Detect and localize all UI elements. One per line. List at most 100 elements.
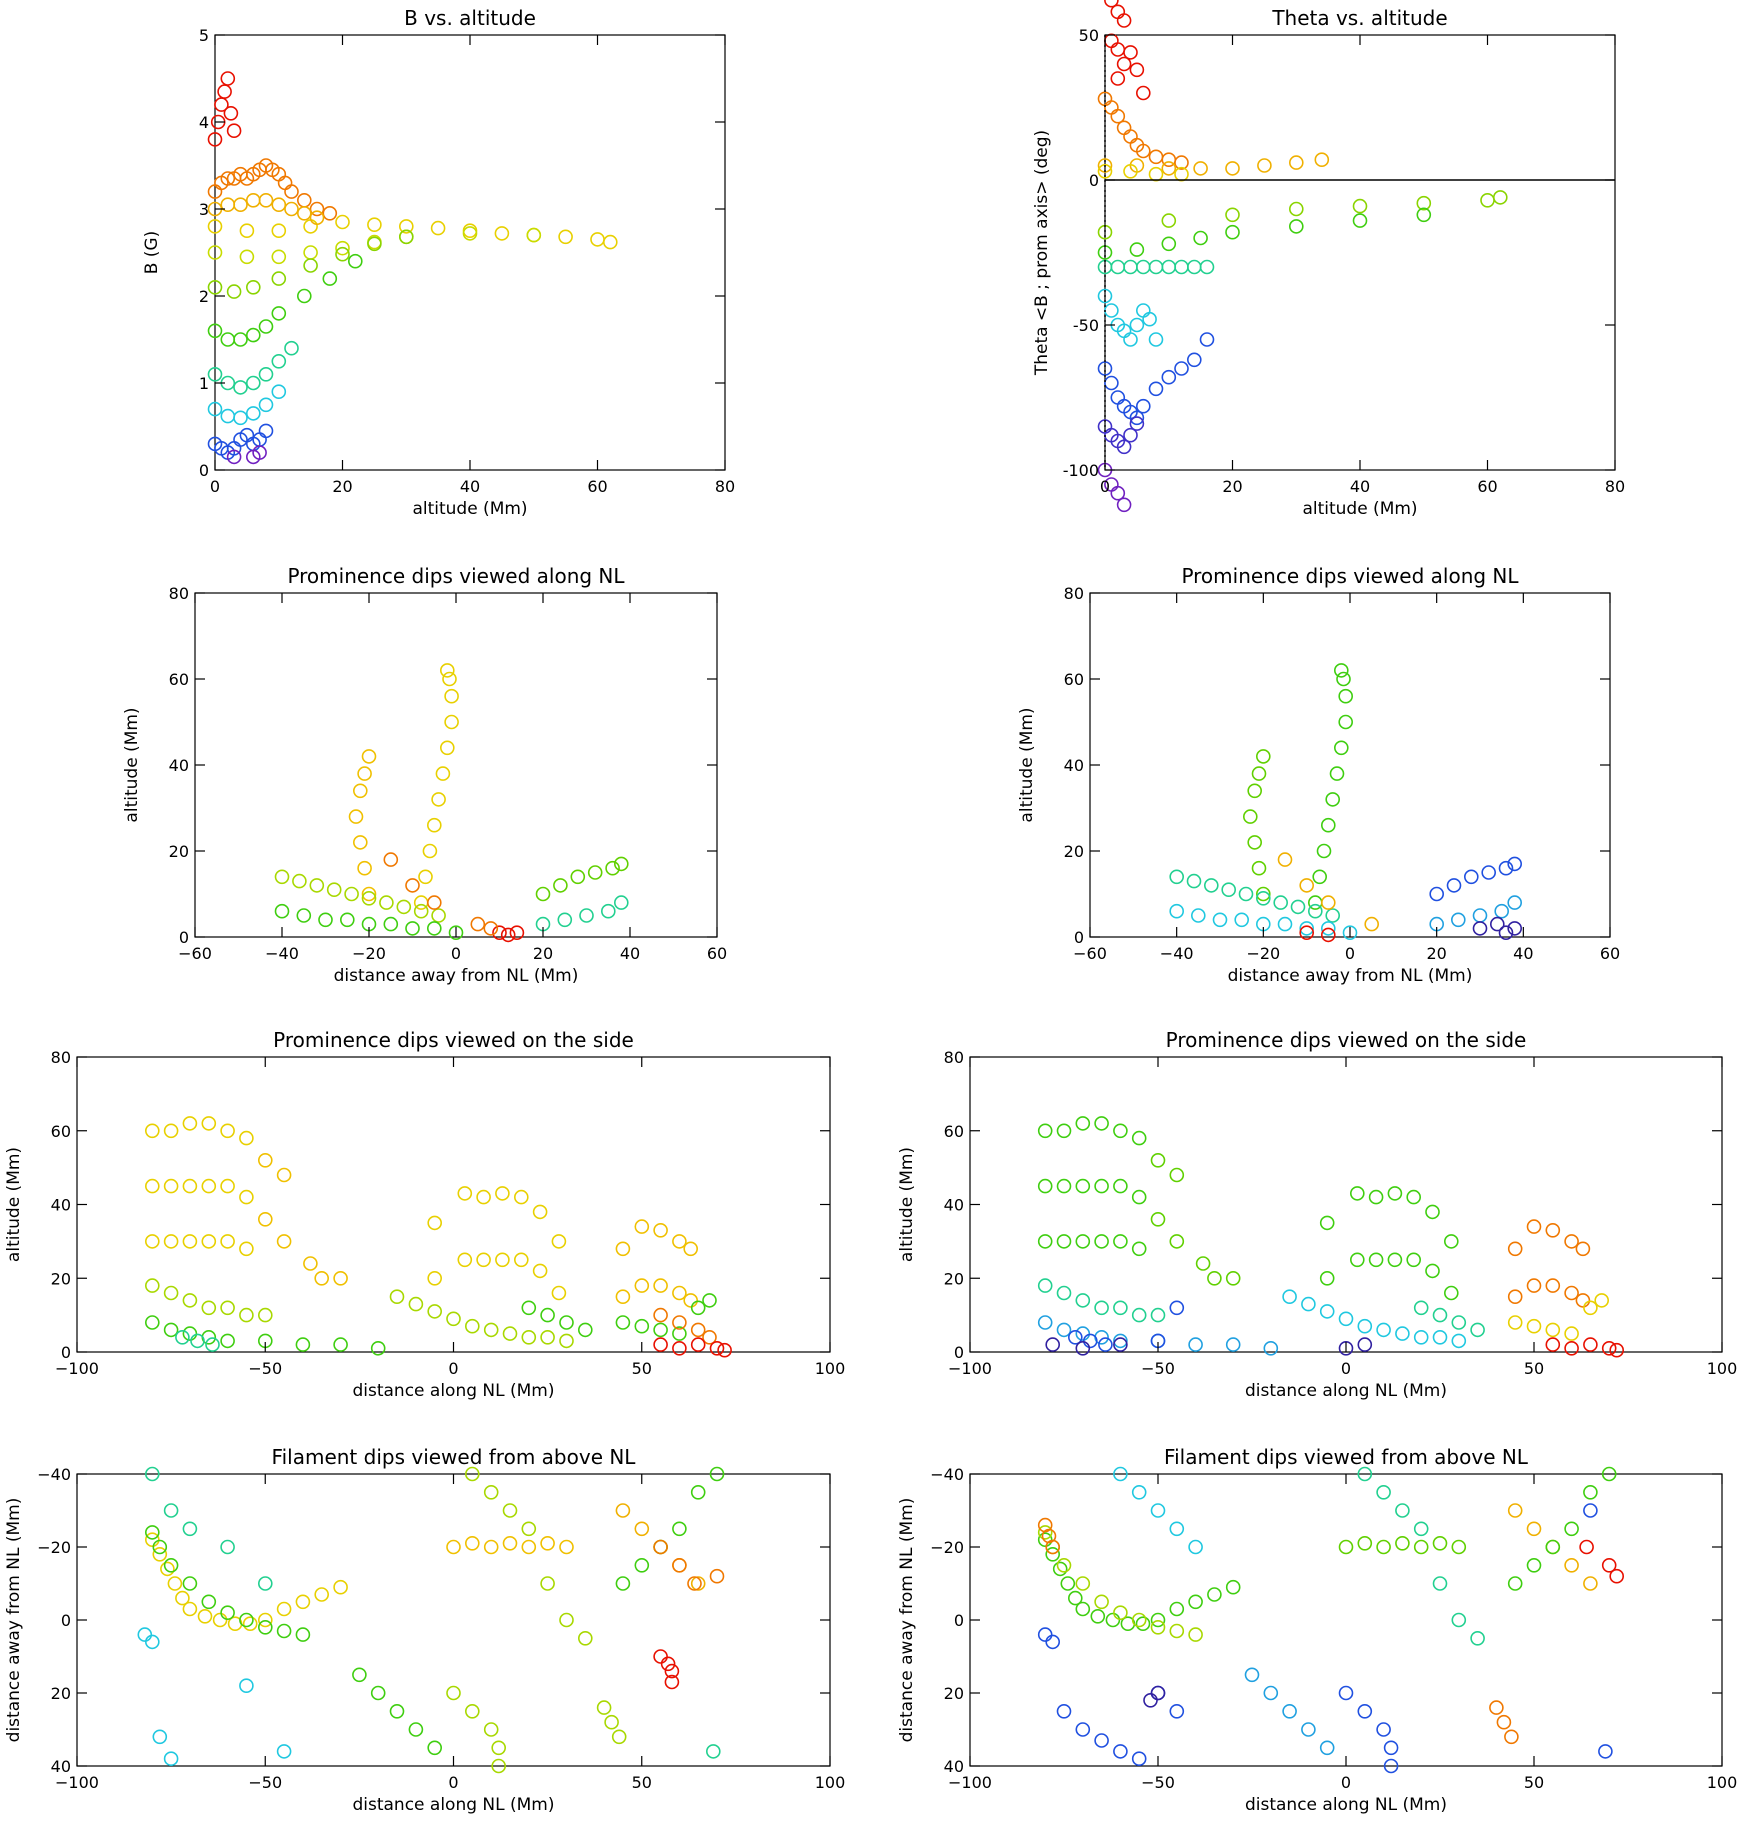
data-point: [1161, 236, 1177, 252]
data-point: [163, 1123, 179, 1139]
series-p5-5: [427, 1186, 567, 1301]
data-point: [611, 1729, 627, 1745]
data-point: [1110, 108, 1126, 124]
x-tick-label: −100: [55, 1359, 99, 1378]
data-point: [1299, 925, 1314, 941]
data-point: [435, 766, 451, 781]
data-point: [1056, 1234, 1072, 1249]
data-point: [1105, 1612, 1121, 1628]
y-tick-label: 2: [199, 287, 209, 306]
series-p3-7: [383, 852, 499, 936]
data-point: [1123, 259, 1138, 275]
data-point: [137, 1627, 153, 1642]
data-point: [431, 792, 446, 807]
data-point: [653, 1322, 668, 1338]
data-point: [1314, 152, 1330, 167]
data-point: [1116, 497, 1132, 513]
data-point: [521, 1330, 537, 1345]
data-point: [1583, 1337, 1598, 1352]
y-tick-label: 4: [199, 113, 209, 132]
data-point: [1113, 1234, 1128, 1249]
series-p8-4: [1338, 1536, 1467, 1555]
data-point: [1150, 1612, 1166, 1628]
data-point: [1150, 1153, 1166, 1168]
series-p5-4: [175, 1330, 220, 1352]
data-point: [1575, 1241, 1591, 1257]
data-point: [1037, 1525, 1053, 1540]
data-point: [1352, 198, 1368, 214]
y-tick-label: 40: [51, 1757, 71, 1776]
y-tick-label: 60: [944, 1122, 964, 1141]
series-p7-6: [446, 1685, 507, 1774]
data-point: [1188, 1594, 1203, 1610]
data-point: [1187, 259, 1202, 275]
series-p6-9: [1507, 1293, 1609, 1341]
plot-frame: [76, 1473, 831, 1767]
data-point: [613, 856, 629, 872]
data-point: [239, 249, 255, 265]
chart-title: Filament dips viewed from above NL: [272, 1445, 637, 1469]
data-point: [446, 1311, 461, 1327]
data-point: [201, 1178, 217, 1194]
data-point: [1564, 1285, 1579, 1301]
y-tick-label: 0: [61, 1343, 71, 1362]
series-p7-8: [615, 1466, 725, 1591]
data-point: [1060, 1576, 1076, 1591]
data-point: [145, 1525, 160, 1540]
series-p7-11: [137, 1627, 292, 1766]
data-point: [1507, 1289, 1523, 1304]
data-point: [296, 206, 312, 221]
x-tick-label: 50: [632, 1359, 652, 1378]
data-point: [271, 197, 287, 212]
plot-frame: [214, 34, 726, 471]
data-point: [1129, 242, 1145, 257]
plot-frame: [1089, 592, 1611, 938]
data-point: [442, 671, 457, 687]
data-point: [1037, 1178, 1053, 1194]
data-point: [335, 246, 350, 262]
x-tick-label: 100: [1707, 1359, 1738, 1378]
y-tick-label: 20: [51, 1269, 71, 1288]
data-point: [207, 366, 223, 382]
data-point: [491, 1758, 507, 1774]
data-point: [653, 1223, 668, 1238]
data-point: [167, 1576, 183, 1591]
data-point: [276, 1623, 292, 1639]
data-point: [426, 817, 442, 833]
data-point: [220, 1333, 235, 1349]
x-tick-label: 20: [1426, 944, 1446, 963]
data-point: [1150, 1685, 1166, 1701]
data-point: [426, 895, 442, 910]
data-point: [1338, 714, 1353, 730]
x-tick-label: 80: [715, 477, 735, 496]
series-p6-2: [1037, 1278, 1166, 1323]
data-point: [509, 925, 525, 941]
data-point: [1161, 213, 1177, 228]
data-point: [1148, 332, 1164, 347]
data-point: [361, 890, 377, 906]
data-point: [145, 1123, 160, 1139]
data-point: [182, 1521, 198, 1537]
data-point: [1342, 925, 1358, 941]
data-point: [333, 1579, 348, 1595]
y-tick-label: 0: [1089, 171, 1099, 190]
y-tick-label: -50: [1073, 316, 1099, 335]
data-point: [540, 1576, 555, 1591]
chart-panel-p8: −100 −50 0 50 100 −40 −20 0 20 40 Filament dips vi…: [897, 1445, 1737, 1815]
data-point: [1564, 1326, 1579, 1341]
data-point: [653, 1649, 668, 1664]
series-p5-0: [145, 1116, 254, 1257]
data-point: [427, 1304, 443, 1319]
x-axis-label: distance along NL (Mm): [1245, 1795, 1447, 1815]
data-point: [1148, 259, 1164, 275]
data-point: [1338, 1539, 1354, 1555]
series-p1-2: [207, 229, 414, 299]
data-point: [1225, 161, 1240, 176]
data-point: [709, 1568, 725, 1584]
x-axis-label: distance along NL (Mm): [352, 1381, 554, 1401]
data-point: [1451, 1333, 1467, 1349]
data-point: [145, 1634, 160, 1650]
x-tick-label: −50: [1141, 1773, 1175, 1792]
data-point: [295, 1627, 311, 1642]
data-point: [1097, 164, 1113, 179]
